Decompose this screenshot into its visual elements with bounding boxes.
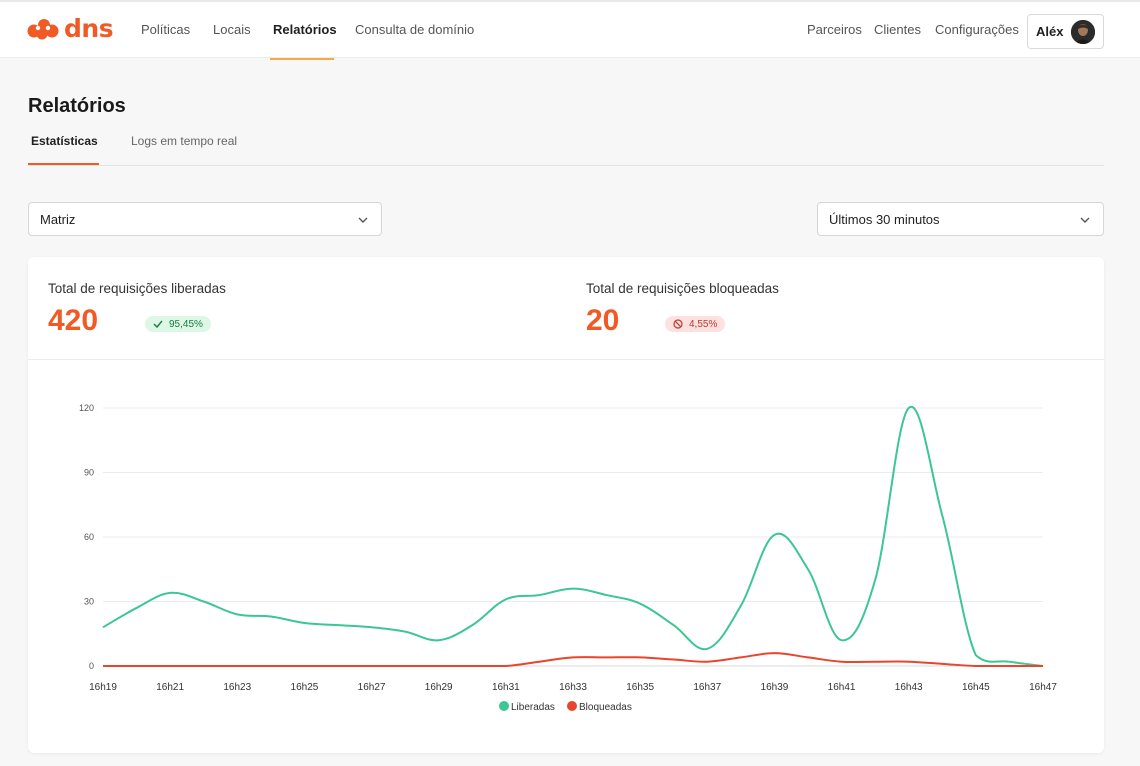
- user-name: Aléx: [1036, 24, 1064, 39]
- allowed-requests-value: 420: [48, 304, 99, 337]
- location-select-value: Matriz: [40, 211, 76, 227]
- legend-bloqueadas-label: Bloqueadas: [579, 702, 632, 713]
- dns-logo-icon: [27, 18, 59, 39]
- x-tick-label: 16h19: [89, 682, 117, 693]
- x-tick-label: 16h35: [626, 682, 654, 693]
- y-tick-label: 0: [89, 661, 94, 671]
- x-tick-label: 16h37: [693, 682, 721, 693]
- nav-locais[interactable]: Locais: [213, 22, 251, 37]
- user-avatar-icon: [1071, 20, 1095, 44]
- chevron-down-icon: [358, 217, 368, 223]
- y-tick-label: 90: [84, 468, 94, 478]
- allowed-requests-label: Total de requisições liberadas: [48, 281, 226, 296]
- x-tick-label: 16h39: [761, 682, 789, 693]
- tabs-divider: [28, 165, 1104, 166]
- x-tick-label: 16h47: [1029, 682, 1057, 693]
- page-title: Relatórios: [28, 95, 126, 117]
- x-tick-label: 16h43: [895, 682, 923, 693]
- y-tick-label: 120: [79, 403, 94, 413]
- nav-consulta-de-dominio[interactable]: Consulta de domínio: [355, 22, 475, 37]
- nav-configuracoes[interactable]: Configurações: [935, 22, 1019, 37]
- x-tick-label: 16h27: [358, 682, 386, 693]
- legend-liberadas-label: Liberadas: [511, 702, 555, 713]
- tab-active-indicator: [28, 163, 99, 165]
- x-tick-label: 16h29: [425, 682, 453, 693]
- x-tick-label: 16h21: [156, 682, 184, 693]
- requests-line-chart: 0 30 60 90 120 16h19 16h21 16h23 16h25 16h27 16h29…: [79, 403, 1057, 713]
- stats-card: Total de requisições liberadas 420 95,45…: [28, 257, 1104, 753]
- x-tick-label: 16h23: [223, 682, 251, 693]
- period-select-value: Últimos 30 minutos: [829, 211, 940, 227]
- brand-name: dns: [64, 14, 114, 43]
- x-tick-label: 16h41: [828, 682, 856, 693]
- series-line-bloqueadas: [103, 652, 1043, 667]
- check-icon: [153, 320, 163, 328]
- block-icon: [673, 319, 683, 329]
- nav-parceiros[interactable]: Parceiros: [807, 22, 862, 37]
- location-select[interactable]: Matriz: [28, 202, 382, 236]
- nav-politicas[interactable]: Políticas: [141, 22, 191, 37]
- allowed-percent: 95,45%: [169, 318, 203, 330]
- y-tick-label: 30: [84, 597, 94, 607]
- tab-logs-em-tempo-real[interactable]: Logs em tempo real: [131, 134, 238, 148]
- top-navbar: dns Políticas Locais Relatórios Consulta…: [0, 0, 1140, 60]
- x-tick-label: 16h33: [559, 682, 587, 693]
- blocked-requests-value: 20: [586, 304, 620, 337]
- x-tick-label: 16h31: [492, 682, 520, 693]
- period-select[interactable]: Últimos 30 minutos: [817, 202, 1104, 236]
- legend-bloqueadas-marker: [567, 701, 577, 711]
- y-tick-label: 60: [84, 532, 94, 542]
- allowed-percent-badge: 95,45%: [145, 316, 211, 332]
- nav-relatorios[interactable]: Relatórios: [273, 22, 337, 37]
- blocked-percent-badge: 4,55%: [665, 316, 726, 332]
- legend-liberadas-marker: [499, 701, 509, 711]
- nav-clientes[interactable]: Clientes: [874, 22, 921, 37]
- chevron-down-icon: [1080, 217, 1090, 223]
- user-menu-button[interactable]: Aléx: [1027, 14, 1104, 49]
- tab-estatisticas[interactable]: Estatísticas: [31, 134, 98, 148]
- blocked-requests-label: Total de requisições bloqueadas: [586, 281, 779, 296]
- x-tick-label: 16h25: [291, 682, 319, 693]
- avatar: [1071, 20, 1095, 44]
- brand-logo[interactable]: dns: [26, 14, 114, 43]
- nav-active-indicator: [270, 58, 334, 60]
- x-tick-label: 16h45: [962, 682, 990, 693]
- series-line-liberadas: [102, 405, 1044, 667]
- blocked-percent: 4,55%: [689, 318, 718, 330]
- card-divider: [28, 359, 1104, 360]
